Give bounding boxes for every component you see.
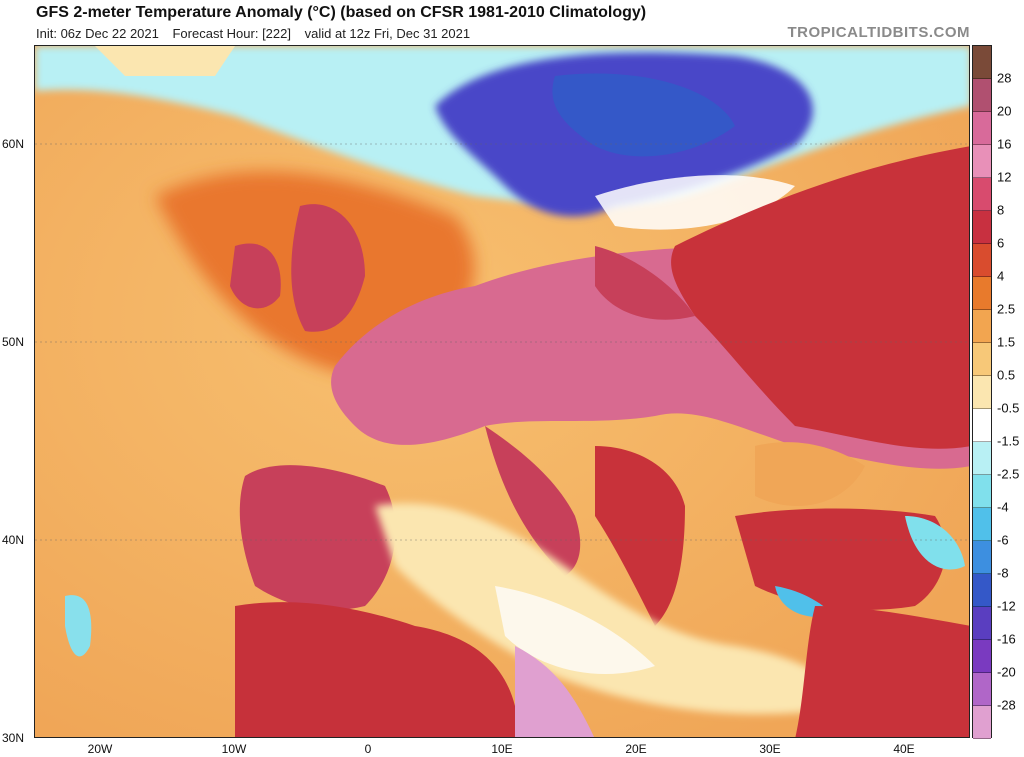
ireland	[230, 243, 281, 309]
colorbar-label: 6	[997, 235, 1005, 251]
anomaly-map	[34, 45, 970, 738]
map-canvas	[35, 46, 969, 737]
valid-time: valid at 12z Fri, Dec 31 2021	[304, 26, 471, 41]
lon-label-20w: 20W	[87, 742, 113, 756]
colorbar-swatch	[973, 211, 991, 244]
colorbar-label: -1.5	[997, 433, 1020, 449]
colorbar-label: 20	[997, 103, 1012, 119]
neutral-band	[595, 175, 795, 230]
site-watermark: TROPICALTIDBITS.COM	[787, 24, 970, 41]
lat-label-40n: 40N	[2, 533, 25, 547]
colorbar-swatch	[973, 46, 991, 79]
colorbar-label: -16	[997, 631, 1016, 647]
colorbar-swatch	[973, 310, 991, 343]
colorbar-swatch	[973, 244, 991, 277]
init-time: Init: 06z Dec 22 2021	[36, 26, 159, 41]
iberia	[239, 465, 396, 610]
map-subtitle: Init: 06z Dec 22 2021 Forecast Hour: [22…	[36, 26, 480, 41]
colorbar-label: 12	[997, 169, 1012, 185]
colorbar-swatch	[973, 574, 991, 607]
black-sea	[755, 442, 865, 506]
colorbar-swatch	[973, 409, 991, 442]
colorbar-label: -28	[997, 697, 1016, 713]
cold-patch-caucasus	[905, 516, 965, 570]
colorbar-label: 28	[997, 70, 1012, 86]
lat-label-30n: 30N	[2, 731, 25, 745]
colorbar-label: 16	[997, 136, 1012, 152]
colorbar-label: -12	[997, 598, 1016, 614]
colorbar-swatch	[973, 508, 991, 541]
atlantic-cool-patch	[65, 595, 92, 657]
forecast-hour: Forecast Hour: [222]	[172, 26, 291, 41]
colorbar-label: -0.5	[997, 400, 1020, 416]
colorbar-swatch	[973, 343, 991, 376]
balkans	[595, 446, 685, 626]
neutral-sea-core	[495, 586, 655, 675]
colorbar-swatch	[973, 145, 991, 178]
italy	[485, 426, 581, 576]
colorbar-swatch	[973, 673, 991, 706]
lat-label-50n: 50N	[2, 335, 25, 349]
lon-label-10e: 10E	[491, 742, 513, 756]
lon-label-0: 0	[364, 742, 372, 756]
lon-label-40e: 40E	[893, 742, 915, 756]
neutral-patch	[95, 46, 235, 76]
colorbar-label: -2.5	[997, 466, 1020, 482]
colorbar-swatch	[973, 442, 991, 475]
colorbar-label: 2.5	[997, 301, 1016, 317]
colorbar-swatch	[973, 706, 991, 739]
colorbar-swatch	[973, 475, 991, 508]
colorbar-label: -4	[997, 499, 1009, 515]
colorbar-label: -8	[997, 565, 1009, 581]
colorbar-label: -6	[997, 532, 1009, 548]
lon-label-30e: 30E	[759, 742, 781, 756]
colorbar-label: 1.5	[997, 334, 1016, 350]
colorbar-swatch	[973, 112, 991, 145]
colorbar	[972, 45, 992, 739]
north-africa-west	[235, 602, 515, 737]
transition-zone	[595, 246, 695, 320]
colorbar-swatch	[973, 541, 991, 574]
eastern-europe-warm	[671, 146, 969, 449]
colorbar-label: 4	[997, 268, 1005, 284]
lon-label-20e: 20E	[625, 742, 647, 756]
great-britain	[291, 204, 365, 332]
lat-label-60n: 60N	[2, 137, 25, 151]
anatolia	[735, 508, 946, 610]
middle-east	[795, 606, 969, 737]
lon-label-10w: 10W	[221, 742, 247, 756]
colorbar-swatch	[973, 178, 991, 211]
colorbar-swatch	[973, 640, 991, 673]
colorbar-swatch	[973, 277, 991, 310]
colorbar-swatch	[973, 607, 991, 640]
mediterranean-sea	[375, 503, 855, 715]
colorbar-label: 8	[997, 202, 1005, 218]
cold-core	[552, 73, 735, 157]
colorbar-swatch	[973, 79, 991, 112]
colorbar-label: -20	[997, 664, 1016, 680]
colorbar-label: 0.5	[997, 367, 1016, 383]
africa-pink-patch	[515, 646, 595, 737]
map-title: GFS 2-meter Temperature Anomaly (°C) (ba…	[36, 4, 647, 21]
colorbar-swatch	[973, 376, 991, 409]
